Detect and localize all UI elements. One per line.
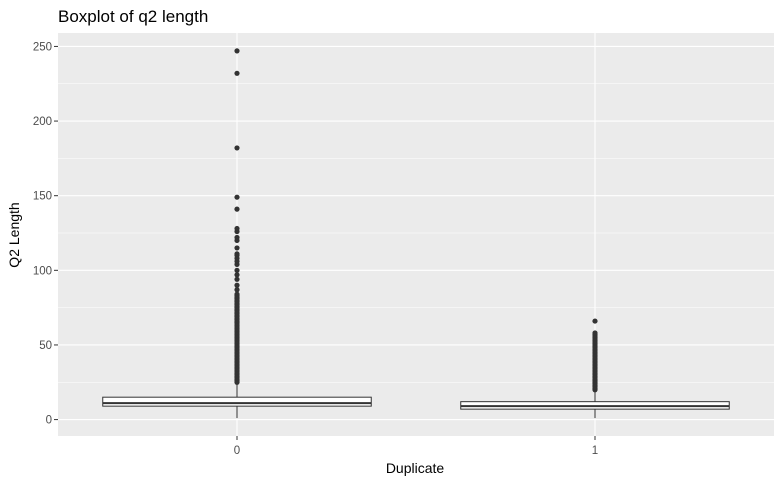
y-axis-title: Q2 Length <box>6 202 22 267</box>
outlier-point <box>234 145 240 151</box>
outlier-point <box>234 48 240 54</box>
y-tick-label: 200 <box>33 116 52 128</box>
outlier-point <box>234 282 240 288</box>
outlier-point <box>234 234 240 241</box>
y-tick-label: 100 <box>33 265 52 277</box>
chart-title: Boxplot of q2 length <box>58 7 208 26</box>
iqr-box <box>102 396 372 407</box>
outlier-point <box>234 70 240 76</box>
y-tick-label: 150 <box>33 191 52 203</box>
x-tick-label: 0 <box>234 445 240 457</box>
y-tick-label: 250 <box>33 41 52 53</box>
outlier-point <box>234 206 240 212</box>
outlier-point <box>234 245 240 251</box>
x-axis-title: Duplicate <box>386 460 445 476</box>
box-1 <box>460 318 730 419</box>
outlier-point <box>234 225 240 232</box>
x-tick-label: 1 <box>592 445 598 457</box>
box-group <box>102 48 730 419</box>
outlier-point <box>234 287 240 293</box>
outlier-point <box>234 276 240 282</box>
y-axis: 0 50 100 150 200 250 <box>33 41 58 427</box>
outlier-point <box>234 291 240 297</box>
plot-panel <box>58 33 774 436</box>
outlier-point <box>592 318 598 324</box>
y-tick-label: 0 <box>46 415 52 427</box>
box-0 <box>102 48 372 419</box>
outlier-point <box>592 330 598 336</box>
outlier-point <box>234 251 240 257</box>
y-tick-label: 50 <box>39 340 52 352</box>
outlier-point <box>234 267 240 273</box>
outlier-point <box>234 194 240 200</box>
outlier-point <box>234 272 240 278</box>
